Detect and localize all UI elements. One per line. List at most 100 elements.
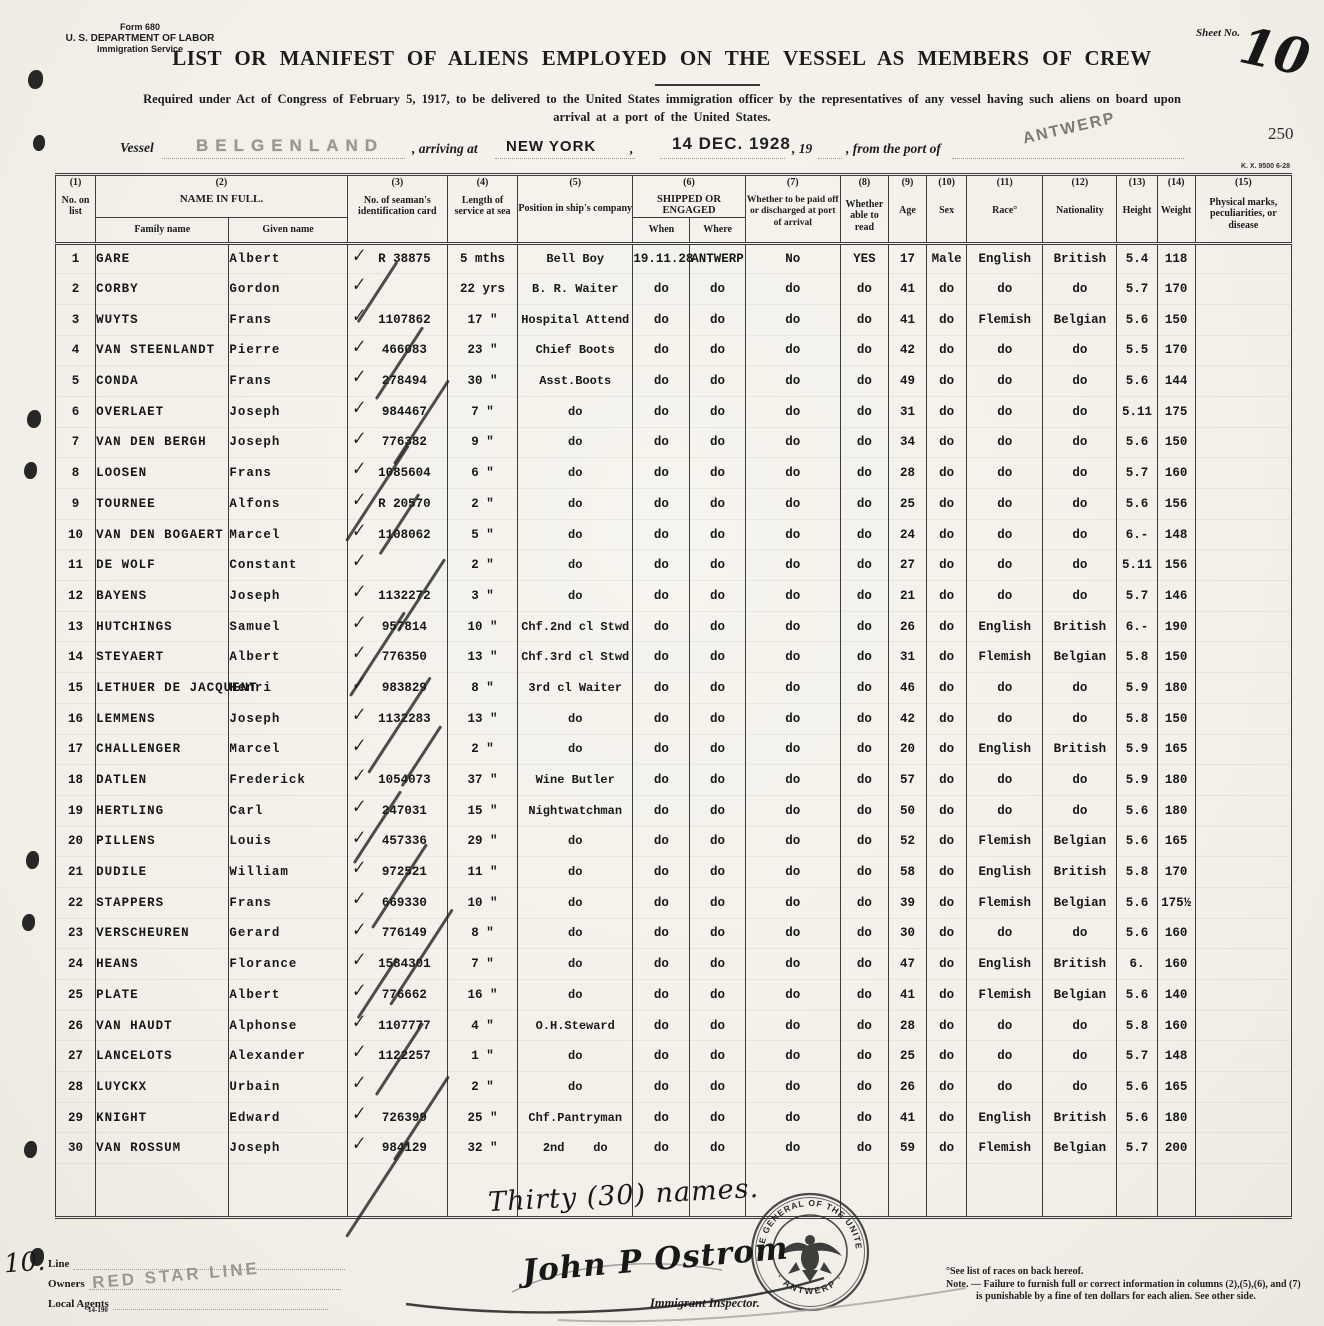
cell-where: do (689, 1071, 746, 1103)
cell-sex: do (926, 672, 968, 704)
cell-read: do (839, 335, 889, 367)
cell-family: VERSCHEUREN (95, 918, 230, 950)
cell-card: ✓ 972521 (346, 856, 448, 888)
cell-read: do (839, 641, 889, 674)
cell-sex: do (926, 1071, 968, 1103)
cell-where: do (689, 948, 746, 980)
col-header-height: (13) Height (1116, 176, 1158, 245)
cell-marks (1194, 887, 1293, 919)
cell-race: do (966, 488, 1044, 520)
cell-where: do (689, 826, 746, 858)
cell-race: do (966, 795, 1044, 827)
hole-punch-mark (22, 914, 35, 931)
check-mark: ✓ (351, 856, 367, 880)
cell-read: do (839, 304, 889, 336)
cell-when: do (632, 795, 691, 827)
cell-nationality: do (1042, 519, 1118, 551)
signature-flourish (405, 1263, 825, 1314)
cell-age: 58 (887, 856, 928, 888)
cell-position: do (517, 979, 634, 1011)
cell-when: do (632, 764, 691, 796)
cell-age: 24 (887, 519, 928, 551)
col-label: Age (899, 204, 916, 216)
cell-read: do (839, 887, 889, 919)
cell-nationality: do (1042, 918, 1118, 950)
table-row: 24 HEANS Florance ✓ 1584301 7 " do do do do do 47 do… (54, 948, 1293, 980)
cell-race: do (966, 1040, 1044, 1073)
cell-weight: 180 (1156, 672, 1196, 704)
cell-position: do (517, 918, 634, 950)
cell-weight: 140 (1156, 979, 1196, 1011)
table-filler-row (54, 1163, 1293, 1216)
cell-empty (632, 1163, 691, 1216)
cell-marks (1194, 549, 1293, 582)
cell-marks (1194, 918, 1293, 950)
cell-no: 10 (54, 519, 97, 551)
cell-when: do (632, 856, 691, 888)
arrival-fill-line (495, 144, 635, 159)
cell-where: do (689, 611, 746, 643)
cell-given: Albert (228, 979, 348, 1011)
cell-race: do (966, 1071, 1044, 1103)
card-number: 1132283 (378, 711, 431, 726)
cell-given: Joseph (228, 703, 348, 735)
card-number: 957814 (381, 619, 427, 634)
col-number: (8) (858, 177, 871, 188)
col-number: (13) (1128, 177, 1146, 188)
cell-paid: do (744, 856, 841, 888)
cell-read: do (839, 703, 889, 735)
cell-age: 59 (887, 1132, 928, 1165)
card-number: 776350 (381, 650, 427, 665)
col-header-length-of-service: (4) Length of service at sea (446, 176, 519, 245)
cell-weight: 170 (1156, 273, 1196, 305)
cell-no: 14 (54, 641, 97, 674)
card-number: 1107777 (378, 1018, 431, 1033)
cell-given: Albert (228, 641, 348, 674)
check-mark: ✓ (351, 918, 367, 942)
cell-paid: do (744, 795, 841, 827)
cell-given: Marcel (228, 519, 348, 551)
cell-marks (1194, 273, 1293, 305)
cell-marks (1194, 641, 1293, 674)
cell-empty (966, 1163, 1044, 1216)
cell-given: Joseph (228, 580, 348, 612)
cell-family: WUYTS (95, 304, 230, 336)
cell-nationality: Belgian (1042, 979, 1118, 1011)
cell-paid: do (744, 703, 841, 735)
cell-nationality: British (1042, 948, 1118, 980)
cell-race: Flemish (966, 979, 1044, 1011)
col-number: (5) (569, 177, 582, 188)
cell-race: do (966, 918, 1044, 950)
cell-empty (887, 1163, 928, 1216)
cell-when: do (632, 887, 691, 919)
cell-age: 41 (887, 304, 928, 336)
table-row: 1 GARE Albert ✓ R 38875 5 mths Bell Boy 19.11.2… (54, 243, 1293, 275)
cell-empty (346, 1163, 448, 1216)
cell-card: ✓ 669330 (346, 887, 448, 919)
cell-race: Flemish (966, 641, 1044, 674)
cell-height: 6.- (1116, 519, 1158, 551)
cell-sex: do (926, 1010, 968, 1042)
col-number: (14) (1167, 177, 1185, 188)
cell-given: Frans (228, 457, 348, 489)
cell-nationality: do (1042, 335, 1118, 367)
cell-age: 46 (887, 672, 928, 704)
table-row: 19 HERTLING Carl ✓ 247031 15 " Nightwatchman do… (54, 795, 1293, 827)
cell-where: do (689, 734, 746, 766)
cell-card: ✓ 1107777 (346, 1010, 448, 1042)
cell-card: ✓ 1054073 (346, 765, 448, 796)
cell-card: ✓ 726399 (346, 1102, 448, 1134)
pencil-swoosh (557, 1287, 967, 1323)
cell-paid: do (744, 764, 841, 796)
cell-read: do (839, 1040, 889, 1073)
subcol-header-family-name: Family name (95, 217, 230, 245)
card-number: R 20570 (378, 496, 431, 511)
cell-card: ✓ 776662 (346, 979, 448, 1011)
cell-height: 5.8 (1116, 856, 1158, 888)
col-header-shipped-or-engaged: (6) SHIPPED OR ENGAGED (632, 176, 746, 218)
table-row: 23 VERSCHEUREN Gerard ✓ 776149 8 " do do do do do 3… (54, 918, 1293, 950)
card-number: 466083 (381, 343, 427, 358)
cell-marks (1194, 335, 1293, 367)
sheet-no-label: Sheet No. (1196, 27, 1240, 39)
cell-paid: do (744, 427, 841, 459)
